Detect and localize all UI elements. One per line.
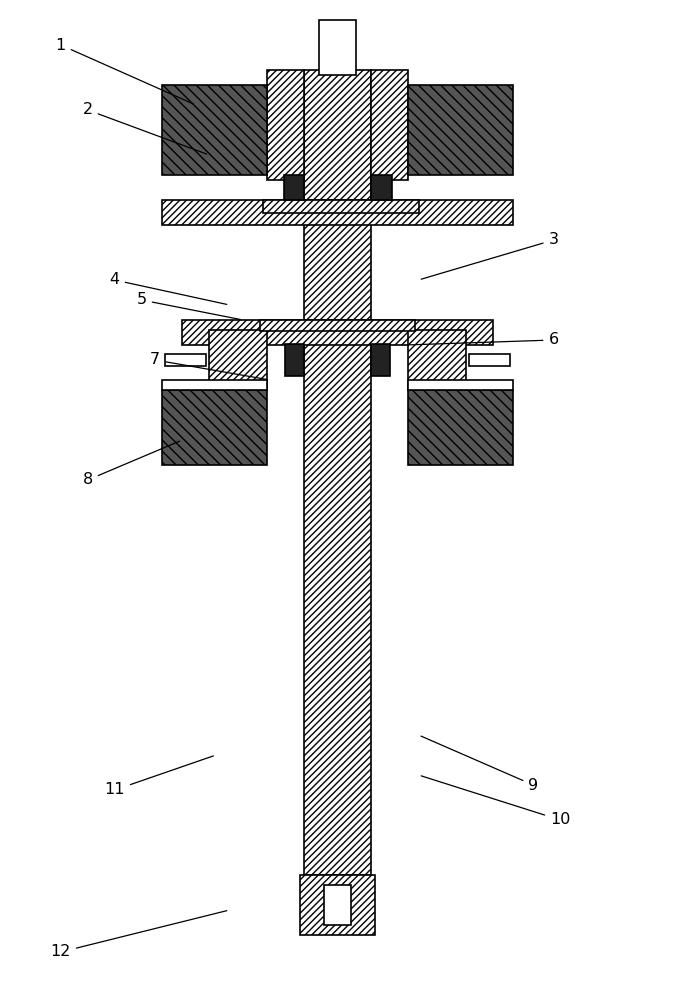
Text: 9: 9 [421, 736, 539, 792]
Bar [300, 875, 375, 935]
Bar [408, 380, 513, 390]
Bar [408, 390, 513, 465]
Bar [371, 344, 390, 376]
Bar [408, 330, 466, 390]
Bar [165, 354, 206, 366]
Bar [285, 344, 304, 376]
Bar [304, 70, 371, 875]
Bar [182, 320, 493, 345]
Bar [371, 70, 408, 180]
Bar [260, 320, 415, 331]
Text: 4: 4 [109, 272, 227, 304]
Bar [371, 175, 392, 200]
Text: 6: 6 [408, 332, 559, 348]
Bar [162, 390, 267, 465]
Text: 5: 5 [136, 292, 240, 319]
Text: 7: 7 [150, 353, 267, 380]
Bar [209, 330, 267, 390]
Bar [162, 85, 267, 175]
Bar [162, 380, 267, 390]
Bar [319, 20, 356, 75]
Bar [263, 200, 418, 213]
Bar [162, 200, 513, 225]
Text: 10: 10 [421, 776, 570, 828]
Text: 2: 2 [82, 103, 207, 154]
Bar [267, 70, 304, 180]
Bar [469, 354, 510, 366]
Text: 12: 12 [51, 911, 227, 960]
Bar [324, 885, 351, 925]
Text: 1: 1 [55, 37, 193, 104]
Text: 8: 8 [82, 441, 180, 488]
Text: 11: 11 [105, 756, 213, 798]
Text: 3: 3 [421, 232, 558, 279]
Bar [408, 85, 513, 175]
Bar [284, 175, 304, 200]
